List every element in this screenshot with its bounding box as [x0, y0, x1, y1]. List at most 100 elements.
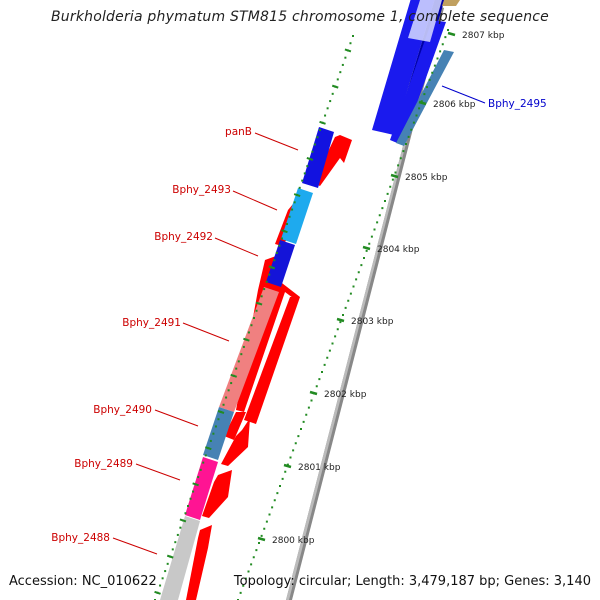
scale-tick-label: 2802 kbp	[324, 390, 367, 400]
gene-label-leader	[214, 237, 259, 257]
inner-dot	[289, 456, 292, 459]
inner-dotted-line	[237, 29, 449, 600]
inner-dot	[284, 470, 287, 473]
outer-dot	[242, 345, 245, 348]
cds-arrow-4[interactable]	[221, 418, 250, 466]
outer-dot	[174, 541, 177, 544]
inner-dot	[370, 235, 373, 238]
scale-tick-mark	[336, 317, 345, 323]
inner-dot	[360, 264, 363, 267]
outer-dot	[189, 497, 192, 500]
gene-label[interactable]: panB	[225, 126, 252, 138]
cds-arrow-5[interactable]	[202, 470, 232, 518]
outer-dot	[204, 454, 207, 457]
gene-label[interactable]: Bphy_2495	[488, 98, 547, 110]
outer-dot	[260, 295, 263, 298]
inner-dot	[433, 64, 436, 67]
gene-block-bphy-2490[interactable]	[203, 407, 234, 460]
outer-tick	[281, 229, 288, 234]
outer-dot	[222, 403, 225, 406]
inner-dot	[276, 492, 279, 495]
gene-label[interactable]: Bphy_2492	[154, 231, 213, 243]
outer-tick	[179, 518, 187, 523]
outer-dot	[344, 56, 347, 59]
outer-dot	[293, 201, 296, 204]
gene-block-bphy-2488[interactable]	[160, 516, 200, 600]
outer-dot	[159, 584, 162, 587]
inner-dot	[439, 50, 442, 53]
outer-tick	[243, 337, 250, 342]
gene-label[interactable]: Bphy_2493	[172, 184, 231, 196]
inner-dot	[334, 335, 337, 338]
inner-dot	[386, 192, 389, 195]
outer-dot	[240, 353, 243, 356]
inner-dot	[389, 185, 392, 188]
outer-dot	[187, 505, 189, 507]
inner-dot	[310, 399, 313, 402]
gene-label[interactable]: Bphy_2489	[74, 458, 133, 470]
inner-dot	[307, 406, 310, 409]
inner-dot	[384, 200, 386, 202]
outer-dot	[161, 577, 164, 580]
outer-dot	[212, 432, 215, 435]
gene-block-khaki[interactable]	[442, 0, 460, 6]
cds-arrow-1[interactable]	[313, 135, 352, 186]
scale-tick-mark	[390, 173, 399, 179]
outer-dot	[349, 42, 352, 45]
outer-dot	[316, 136, 319, 139]
gene-label[interactable]: Bphy_2488	[51, 532, 110, 544]
scale-tick-label: 2800 kbp	[272, 536, 315, 546]
inner-dot	[365, 249, 368, 252]
outer-dot	[217, 418, 220, 421]
inner-dot	[373, 228, 376, 231]
outer-dot	[324, 114, 327, 117]
outer-dot	[164, 570, 167, 573]
inner-dot	[441, 43, 444, 46]
outer-tick	[344, 48, 352, 53]
gene-label-leader	[254, 132, 299, 151]
inner-dot	[352, 285, 355, 288]
gene-block-panb[interactable]	[302, 127, 334, 188]
gene-block-bphy-2491[interactable]	[219, 287, 279, 412]
gene-label[interactable]: Bphy_2490	[93, 404, 152, 416]
gene-block-bphy-2493[interactable]	[281, 188, 313, 244]
inner-dot	[321, 371, 323, 373]
inner-dot	[292, 449, 295, 452]
gene-block-bphy-2492[interactable]	[266, 240, 295, 287]
summary-text: Topology: circular; Length: 3,479,187 bp…	[233, 574, 591, 589]
scale-tick-label: 2807 kbp	[462, 31, 505, 41]
outer-dot	[288, 215, 291, 218]
inner-dot	[344, 306, 347, 309]
inner-dot	[318, 378, 321, 381]
cds-arrow-6[interactable]	[186, 525, 212, 600]
inner-dot	[399, 157, 402, 160]
gene-label-leader	[232, 190, 278, 211]
outer-dot	[311, 150, 314, 153]
inner-dot	[349, 292, 352, 295]
inner-dot	[402, 150, 405, 153]
gene-label-leader	[135, 463, 181, 481]
gene-label[interactable]: Bphy_2491	[122, 317, 181, 329]
outer-dot	[265, 280, 268, 283]
outer-dot	[331, 92, 334, 95]
inner-dot	[436, 57, 439, 60]
inner-dot	[250, 563, 253, 566]
inner-dot	[339, 321, 342, 324]
inner-dot	[305, 413, 308, 416]
cds-arrow-3[interactable]	[236, 256, 300, 412]
gene-block-bphy-2489[interactable]	[185, 457, 218, 520]
outer-dot	[280, 237, 283, 240]
outer-dot	[336, 78, 339, 81]
inner-dot	[255, 549, 258, 552]
gene-block-bphy-2495[interactable]	[390, 20, 446, 145]
outer-dot	[235, 367, 238, 370]
inner-dot	[397, 164, 400, 167]
inner-dot	[355, 278, 358, 281]
gene-label-leader	[154, 409, 199, 427]
inner-dot	[391, 178, 394, 181]
gene-label-leader	[182, 322, 230, 342]
inner-dot	[263, 527, 266, 530]
inner-dot	[294, 442, 297, 445]
inner-dot	[297, 435, 300, 438]
